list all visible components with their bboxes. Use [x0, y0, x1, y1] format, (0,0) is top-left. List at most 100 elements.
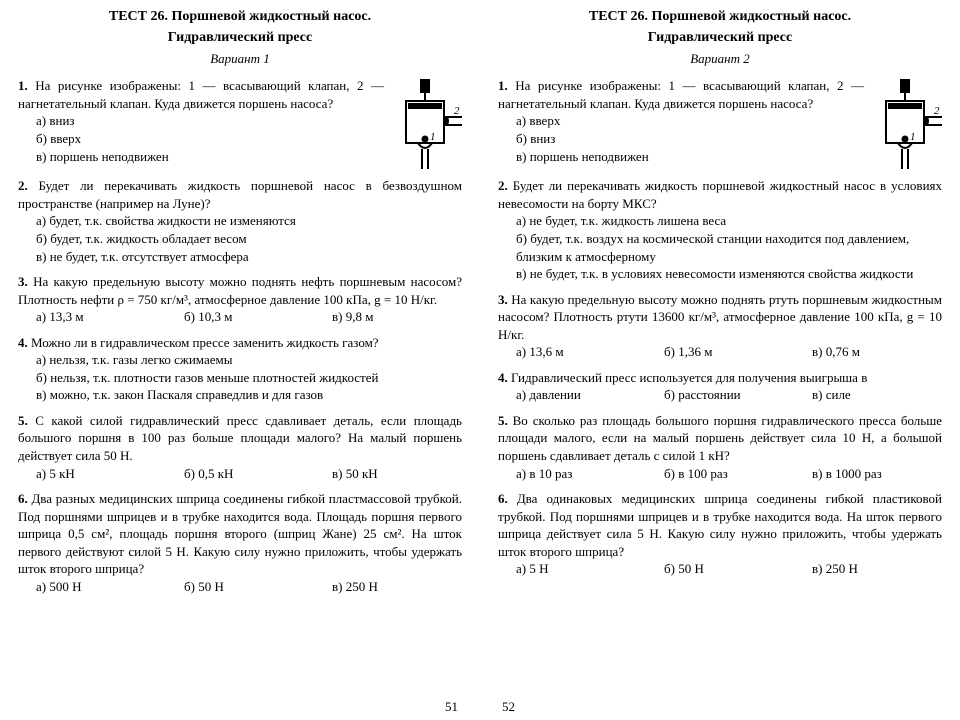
options: а) не будет, т.к. жидкость лишена веса б… [498, 212, 942, 282]
option-b: б) будет, т.к. воздух на космической ста… [516, 230, 942, 265]
option-a: а) не будет, т.к. жидкость лишена веса [516, 212, 942, 230]
option-b: б) расстоянии [664, 386, 812, 404]
question-6: 6. Два разных медицинских шприца соедине… [18, 490, 462, 595]
option-c: в) 250 Н [332, 578, 480, 596]
option-a: а) 500 Н [36, 578, 184, 596]
options: а) 13,3 м б) 10,3 м в) 9,8 м [18, 308, 480, 326]
question-5: 5. С какой силой гидравлический пресс сд… [18, 412, 462, 482]
fig-label-1: 1 [430, 131, 436, 143]
q-text: Два разных медицинских шприца соединены … [18, 491, 462, 576]
q-text: На рисунке изображены: 1 — всасывающий к… [498, 78, 864, 111]
q-number: 6. [18, 491, 28, 506]
option-c: в) силе [812, 386, 960, 404]
page-wrap: ТЕСТ 26. Поршневой жидкостный насос. Гид… [0, 0, 960, 720]
question-2: 2. Будет ли перекачивать жидкость поршне… [498, 177, 942, 282]
option-a: а) вверх [516, 112, 864, 130]
question-4: 4. Гидравлический пресс используется для… [498, 369, 942, 404]
q-text: Будет ли перекачивать жидкость поршневой… [18, 178, 462, 211]
q-text: Можно ли в гидравлическом прессе заменит… [31, 335, 379, 350]
q-text: Будет ли перекачивать жидкость поршневой… [498, 178, 942, 211]
page-number: 52 [502, 698, 515, 716]
options: а) вниз б) вверх в) поршень неподвижен [18, 112, 384, 165]
option-c: в) поршень неподвижен [36, 148, 384, 166]
option-b: б) 10,3 м [184, 308, 332, 326]
question-2: 2. Будет ли перекачивать жидкость поршне… [18, 177, 462, 265]
option-b: б) вниз [516, 130, 864, 148]
options: а) 500 Н б) 50 Н в) 250 Н [18, 578, 480, 596]
option-c: в) не будет, т.к. отсутствует атмосфера [36, 248, 462, 266]
q-text: Во сколько раз площадь большого поршня г… [498, 413, 942, 463]
q-number: 4. [498, 370, 508, 385]
options: а) в 10 раз б) в 100 раз в) в 1000 раз [498, 465, 960, 483]
option-a: а) 5 кН [36, 465, 184, 483]
options: а) давлении б) расстоянии в) силе [498, 386, 960, 404]
pump-figure: 2 1 [390, 77, 462, 169]
q-number: 2. [18, 178, 28, 193]
variant-label: Вариант 1 [18, 50, 462, 68]
right-page: ТЕСТ 26. Поршневой жидкостный насос. Гид… [480, 0, 960, 720]
option-a: а) будет, т.к. свойства жидкости не изме… [36, 212, 462, 230]
page-number: 51 [445, 698, 458, 716]
fig-label-2: 2 [454, 105, 460, 117]
option-c: в) 9,8 м [332, 308, 480, 326]
q-number: 3. [18, 274, 28, 289]
q-number: 5. [18, 413, 28, 428]
q-text: Два одинаковых медицинских шприца соедин… [498, 491, 942, 559]
option-c: в) поршень неподвижен [516, 148, 864, 166]
test-title: ТЕСТ 26. Поршневой жидкостный насос. [18, 8, 462, 27]
q-number: 6. [498, 491, 508, 506]
option-b: б) в 100 раз [664, 465, 812, 483]
option-b: б) будет, т.к. жидкость обладает весом [36, 230, 462, 248]
option-c: в) не будет, т.к. в условиях невесомости… [516, 265, 942, 283]
pump-figure: 2 1 [870, 77, 942, 169]
q-text: На какую предельную высоту можно поднять… [18, 274, 462, 307]
options: а) 13,6 м б) 1,36 м в) 0,76 м [498, 343, 960, 361]
option-b: б) 0,5 кН [184, 465, 332, 483]
option-b: б) вверх [36, 130, 384, 148]
variant-label: Вариант 2 [498, 50, 942, 68]
option-c: в) 50 кН [332, 465, 480, 483]
options: а) вверх б) вниз в) поршень неподвижен [498, 112, 864, 165]
option-a: а) вниз [36, 112, 384, 130]
question-3: 3. На какую предельную высоту можно подн… [498, 291, 942, 361]
options: а) будет, т.к. свойства жидкости не изме… [18, 212, 462, 265]
options: а) 5 Н б) 50 Н в) 250 Н [498, 560, 960, 578]
option-a: а) давлении [516, 386, 664, 404]
q-text: На какую предельную высоту можно поднять… [498, 292, 942, 342]
option-b: б) 50 Н [184, 578, 332, 596]
fig-label-2: 2 [934, 105, 940, 117]
test-title: ТЕСТ 26. Поршневой жидкостный насос. [498, 8, 942, 27]
test-subtitle: Гидравлический пресс [498, 29, 942, 48]
options: а) 5 кН б) 0,5 кН в) 50 кН [18, 465, 480, 483]
option-b: б) 1,36 м [664, 343, 812, 361]
option-c: в) 0,76 м [812, 343, 960, 361]
question-1: 1. На рисунке изображены: 1 — всасывающи… [18, 77, 462, 169]
option-a: а) 13,6 м [516, 343, 664, 361]
option-b: б) 50 Н [664, 560, 812, 578]
option-a: а) в 10 раз [516, 465, 664, 483]
option-c: в) 250 Н [812, 560, 960, 578]
fig-label-1: 1 [910, 131, 916, 143]
test-subtitle: Гидравлический пресс [18, 29, 462, 48]
q-number: 5. [498, 413, 508, 428]
option-c: в) в 1000 раз [812, 465, 960, 483]
option-a: а) нельзя, т.к. газы легко сжимаемы [36, 351, 462, 369]
option-a: а) 13,3 м [36, 308, 184, 326]
question-4: 4. Можно ли в гидравлическом прессе заме… [18, 334, 462, 404]
question-6: 6. Два одинаковых медицинских шприца сое… [498, 490, 942, 578]
q-number: 1. [18, 78, 28, 93]
options: а) нельзя, т.к. газы легко сжимаемы б) н… [18, 351, 462, 404]
option-a: а) 5 Н [516, 560, 664, 578]
question-3: 3. На какую предельную высоту можно подн… [18, 273, 462, 326]
question-5: 5. Во сколько раз площадь большого поршн… [498, 412, 942, 482]
left-page: ТЕСТ 26. Поршневой жидкостный насос. Гид… [0, 0, 480, 720]
option-b: б) нельзя, т.к. плотности газов меньше п… [36, 369, 462, 387]
q-text: С какой силой гидравлический пресс сдавл… [18, 413, 462, 463]
question-1: 1. На рисунке изображены: 1 — всасывающи… [498, 77, 942, 169]
q-number: 4. [18, 335, 28, 350]
q-number: 2. [498, 178, 508, 193]
q-number: 1. [498, 78, 508, 93]
q-number: 3. [498, 292, 508, 307]
option-c: в) можно, т.к. закон Паскаля справедлив … [36, 386, 462, 404]
q-text: Гидравлический пресс используется для по… [511, 370, 867, 385]
